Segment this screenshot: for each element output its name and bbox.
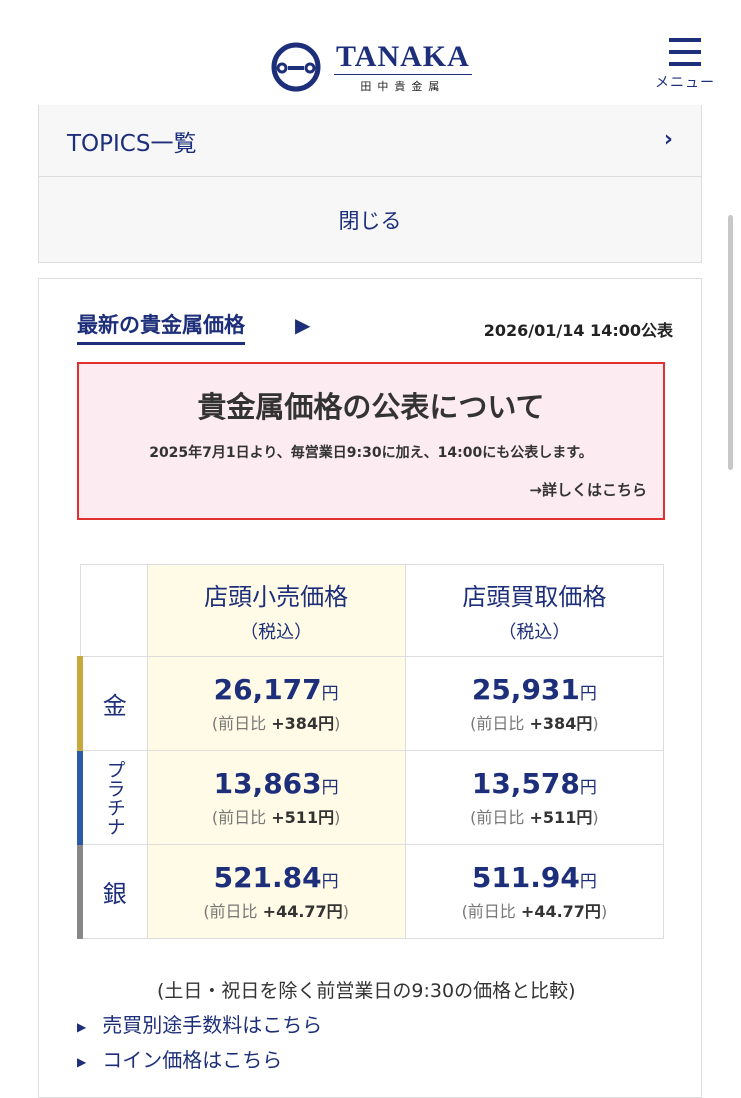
retail-header: 店頭小売価格 （税込）	[146, 564, 406, 657]
table-header-row: 店頭小売価格 （税込） 店頭買取価格 （税込）	[79, 564, 665, 657]
fee-link-label: 売買別途手数料はこちら	[102, 1013, 323, 1037]
play-arrow-icon: ▶	[295, 313, 311, 337]
retail-price: 13,863円	[213, 767, 339, 800]
retail-price-cell: 13,863円 (前日比 +511円)	[146, 750, 406, 845]
price-table: 店頭小売価格 （税込） 店頭買取価格 （税込） 金 26,177円 (前日比 +384円…	[77, 564, 665, 939]
chevron-right-icon: ›	[663, 127, 673, 152]
section-title[interactable]: 最新の貴金属価格	[77, 309, 245, 345]
retail-diff: (前日比 +511円)	[211, 808, 341, 827]
topics-label: TOPICS一覧	[67, 130, 197, 157]
coin-link-label: コイン価格はこちら	[102, 1048, 283, 1072]
buy-price: 25,931円	[471, 673, 597, 706]
retail-diff: (前日比 +384円)	[211, 714, 341, 733]
retail-price-cell: 26,177円 (前日比 +384円)	[146, 656, 406, 751]
scrollbar[interactable]	[728, 215, 733, 470]
metal-label: 銀	[77, 844, 148, 939]
notice-title: 貴金属価格の公表について	[197, 390, 545, 424]
buy-diff: (前日比 +384円)	[470, 714, 599, 733]
logo-subtext: 田中貴金属	[360, 80, 446, 93]
table-row: プラチナ 13,863円 (前日比 +511円) 13,578円 (前日比 +511円)	[77, 750, 665, 845]
logo-mark-icon	[271, 42, 321, 92]
triangle-icon: ▶	[77, 1054, 87, 1069]
buy-label: 店頭買取価格	[462, 583, 607, 611]
coin-price-link[interactable]: ▶ コイン価格はこちら	[77, 1044, 282, 1073]
table-row: 銀 521.84円 (前日比 +44.77円) 511.94円 (前日比 +44.77円…	[77, 844, 665, 939]
tanaka-logo[interactable]: TANAKA 田中貴金属	[270, 40, 472, 94]
notice-details-link[interactable]: →詳しくはこちら	[529, 481, 647, 499]
retail-price-cell: 521.84円 (前日比 +44.77円)	[146, 844, 406, 939]
table-row: 金 26,177円 (前日比 +384円) 25,931円 (前日比 +384円)	[77, 656, 665, 751]
buy-price: 13,578円	[471, 767, 597, 800]
hamburger-icon	[669, 38, 701, 66]
retail-diff: (前日比 +44.77円)	[203, 902, 349, 921]
metal-label: 金	[77, 656, 148, 751]
header: TANAKA 田中貴金属 メニュー	[0, 0, 741, 105]
menu-button[interactable]: メニュー	[650, 38, 720, 92]
empty-header	[79, 564, 148, 657]
close-label: 閉じる	[338, 208, 402, 233]
price-card: 最新の貴金属価格 ▶ 2026/01/14 14:00公表 貴金属価格の公表につ…	[38, 278, 702, 1098]
close-button[interactable]: 閉じる	[38, 176, 702, 263]
retail-price: 521.84円	[213, 861, 339, 894]
published-time: 2026/01/14 14:00公表	[483, 321, 673, 340]
notice-text: 2025年7月1日より、毎営業日9:30に加え、14:00にも公表します。	[149, 445, 593, 461]
retail-label: 店頭小売価格	[204, 583, 349, 611]
buy-diff: (前日比 +511円)	[470, 808, 599, 827]
logo-text: TANAKA	[334, 40, 472, 75]
buy-header: 店頭買取価格 （税込）	[404, 564, 665, 657]
fee-link[interactable]: ▶ 売買別途手数料はこちら	[77, 1009, 322, 1038]
menu-label: メニュー	[655, 75, 715, 91]
buy-price: 511.94円	[471, 861, 597, 894]
topics-list-link[interactable]: TOPICS一覧 ›	[38, 105, 702, 177]
compare-note: (土日・祝日を除く前営業日の9:30の価格と比較)	[157, 980, 576, 1002]
buy-price-cell: 25,931円 (前日比 +384円)	[404, 656, 665, 751]
triangle-icon: ▶	[77, 1019, 87, 1034]
retail-price: 26,177円	[213, 673, 339, 706]
retail-sub: （税込）	[240, 622, 313, 643]
notice-box: 貴金属価格の公表について 2025年7月1日より、毎営業日9:30に加え、14:…	[77, 362, 665, 520]
buy-price-cell: 511.94円 (前日比 +44.77円)	[404, 844, 665, 939]
buy-price-cell: 13,578円 (前日比 +511円)	[404, 750, 665, 845]
buy-diff: (前日比 +44.77円)	[461, 902, 608, 921]
metal-label: プラチナ	[77, 750, 148, 845]
buy-sub: （税込）	[498, 622, 571, 643]
